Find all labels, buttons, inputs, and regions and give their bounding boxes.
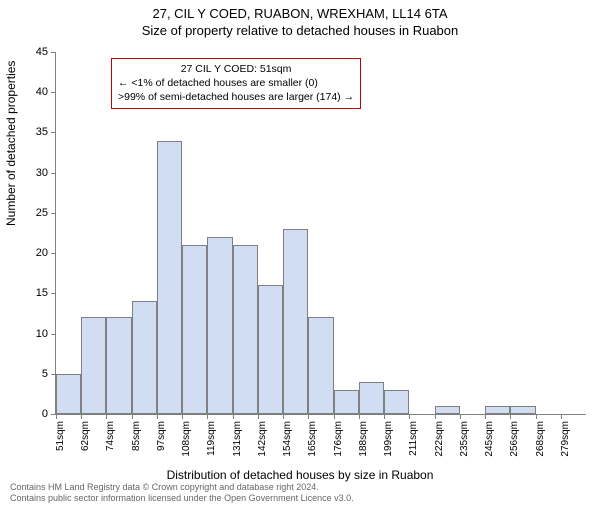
xtick-label: 211sqm [408,421,419,461]
histogram-bar [384,390,409,414]
xtick-mark [384,414,385,419]
xtick-mark [132,414,133,419]
xtick-mark [81,414,82,419]
xtick-label: 154sqm [282,421,293,461]
ytick-label: 25 [18,207,48,219]
ytick-mark [51,213,56,214]
chart-plot-area: 27 CIL Y COED: 51sqm← <1% of detached ho… [55,52,586,415]
xtick-mark [157,414,158,419]
xtick-mark [207,414,208,419]
histogram-bar [485,406,510,414]
ytick-label: 10 [18,328,48,340]
xtick-label: 97sqm [156,421,167,461]
chart-title-main: 27, CIL Y COED, RUABON, WREXHAM, LL14 6T… [0,6,600,21]
ytick-mark [51,92,56,93]
y-axis-label: Number of detached properties [4,61,18,226]
ytick-mark [51,132,56,133]
histogram-bar [334,390,359,414]
ytick-label: 30 [18,167,48,179]
xtick-label: 165sqm [307,421,318,461]
histogram-bar [435,406,460,414]
chart-title-sub: Size of property relative to detached ho… [0,23,600,38]
ytick-mark [51,334,56,335]
annotation-box: 27 CIL Y COED: 51sqm← <1% of detached ho… [111,58,361,109]
ytick-label: 5 [18,368,48,380]
xtick-mark [283,414,284,419]
histogram-bar [258,285,283,414]
ytick-mark [51,52,56,53]
histogram-bar [81,317,106,414]
histogram-bar [233,245,258,414]
ytick-mark [51,253,56,254]
xtick-label: 199sqm [383,421,394,461]
histogram-bar [510,406,535,414]
histogram-bar [359,382,384,414]
annotation-line: ← <1% of detached houses are smaller (0) [118,76,354,90]
xtick-label: 108sqm [181,421,192,461]
credits-line1: Contains HM Land Registry data © Crown c… [10,482,354,493]
ytick-mark [51,293,56,294]
xtick-mark [106,414,107,419]
xtick-label: 235sqm [459,421,470,461]
annotation-line: >99% of semi-detached houses are larger … [118,90,354,104]
xtick-label: 176sqm [333,421,344,461]
xtick-mark [334,414,335,419]
ytick-label: 20 [18,247,48,259]
xtick-mark [510,414,511,419]
xtick-label: 279sqm [560,421,571,461]
xtick-label: 256sqm [509,421,520,461]
xtick-label: 62sqm [80,421,91,461]
xtick-label: 222sqm [434,421,445,461]
xtick-mark [359,414,360,419]
xtick-mark [182,414,183,419]
xtick-mark [561,414,562,419]
histogram-bar [283,229,308,414]
xtick-mark [56,414,57,419]
xtick-mark [460,414,461,419]
ytick-label: 45 [18,46,48,58]
annotation-line: 27 CIL Y COED: 51sqm [118,62,354,76]
xtick-label: 245sqm [484,421,495,461]
xtick-mark [435,414,436,419]
xtick-label: 85sqm [131,421,142,461]
xtick-label: 119sqm [206,421,217,461]
xtick-mark [536,414,537,419]
xtick-mark [308,414,309,419]
ytick-label: 40 [18,86,48,98]
credits-text: Contains HM Land Registry data © Crown c… [10,482,354,504]
xtick-label: 188sqm [358,421,369,461]
histogram-bar [182,245,207,414]
xtick-label: 142sqm [257,421,268,461]
xtick-label: 74sqm [105,421,116,461]
ytick-label: 35 [18,126,48,138]
histogram-bar [308,317,333,414]
xtick-mark [485,414,486,419]
ytick-label: 0 [18,408,48,420]
histogram-bar [157,141,182,415]
histogram-bar [106,317,131,414]
xtick-mark [258,414,259,419]
xtick-mark [409,414,410,419]
xtick-mark [233,414,234,419]
xtick-label: 268sqm [535,421,546,461]
histogram-bar [207,237,232,414]
ytick-label: 15 [18,287,48,299]
credits-line2: Contains public sector information licen… [10,493,354,504]
x-axis-label: Distribution of detached houses by size … [0,468,600,482]
xtick-label: 131sqm [232,421,243,461]
histogram-bar [132,301,157,414]
histogram-bar [56,374,81,414]
ytick-mark [51,173,56,174]
xtick-label: 51sqm [55,421,66,461]
